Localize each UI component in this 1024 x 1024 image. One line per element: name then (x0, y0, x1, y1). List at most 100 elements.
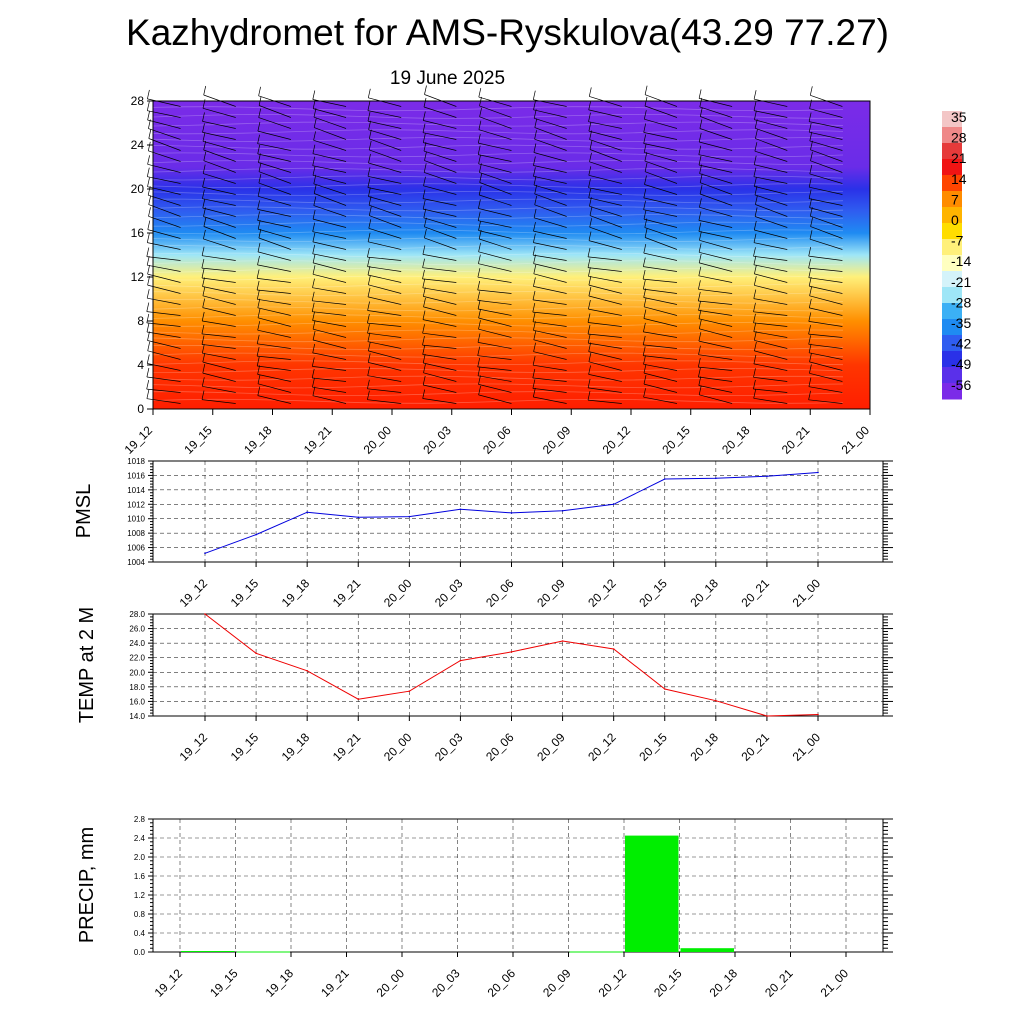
isotherm-line (152, 314, 844, 320)
isotherm-line (152, 129, 844, 135)
wind-barb (312, 311, 347, 316)
data-point (612, 503, 615, 506)
wind-barb-feather (147, 89, 150, 99)
wind-barb-feather (808, 377, 812, 387)
data-point (459, 659, 462, 662)
wind-barb (532, 388, 567, 393)
colorbar-segment (942, 159, 962, 176)
y-tick-label: 28 (131, 94, 145, 108)
wind-barb (698, 366, 733, 371)
y-tick-label: 1006 (127, 544, 145, 553)
wind-barb-feather (808, 268, 812, 278)
wind-barb (644, 184, 678, 195)
wind-barb-feather (312, 222, 316, 232)
y-tick-label: 1010 (127, 515, 145, 524)
wind-barb-feather (202, 286, 206, 296)
wind-barb (424, 237, 457, 250)
wind-barb (479, 116, 512, 129)
wind-barb-feather (367, 88, 371, 98)
wind-barb-feather (753, 389, 757, 399)
wind-barb (753, 242, 788, 250)
wind-barb-feather (589, 130, 592, 140)
colorbar-label: -28 (951, 294, 971, 310)
wind-barb-feather (202, 177, 205, 188)
colorbar-segment (942, 319, 962, 336)
x-tick-label: 20_18 (687, 576, 721, 610)
x-tick-label: 20_03 (420, 423, 454, 457)
wind-barb-feather (368, 196, 372, 206)
wind-barb (588, 121, 622, 129)
wind-barb (754, 194, 788, 206)
wind-barb-feather (367, 257, 370, 267)
wind-barb (754, 284, 788, 294)
wind-barb (257, 307, 291, 316)
x-tick-label: 20_00 (374, 966, 408, 1000)
colorbar-label: -42 (951, 336, 971, 352)
isotherm-line (152, 152, 844, 158)
wind-barb-feather (422, 389, 426, 399)
wind-barb (202, 307, 236, 316)
wind-barb-feather (147, 186, 151, 196)
wind-barb-feather (588, 122, 592, 132)
wind-barb (809, 361, 843, 371)
wind-barb (809, 352, 843, 360)
wind-barb (422, 319, 457, 327)
wind-barb-feather (147, 265, 150, 275)
wind-barb-feather (201, 324, 205, 334)
wind-barb-feather (533, 143, 537, 153)
wind-barb (368, 162, 402, 173)
wind-barb-feather (422, 258, 425, 268)
wind-barb (368, 350, 402, 360)
wind-barb-feather (313, 118, 317, 128)
wind-barb-feather (643, 244, 647, 254)
wind-barb (754, 186, 788, 195)
x-tick-label: 19_18 (279, 576, 313, 610)
isotherm-line (152, 368, 844, 373)
wind-barb-feather (257, 308, 261, 318)
wind-barb (478, 263, 512, 272)
wind-barb-feather (422, 375, 426, 386)
wind-barb (809, 140, 843, 151)
wind-barb (202, 361, 236, 371)
wind-barb (369, 138, 402, 151)
wind-barb (754, 350, 788, 360)
wind-barb (367, 399, 402, 404)
wind-barb-feather (588, 300, 591, 310)
wind-barb (368, 241, 402, 250)
wind-barb-feather (478, 88, 482, 98)
wind-barb (422, 354, 457, 360)
wind-barb (257, 355, 291, 360)
wind-barb (257, 143, 291, 151)
wind-barb (368, 97, 402, 107)
wind-barb-feather (643, 322, 646, 332)
wind-barb (148, 204, 181, 217)
y-tick-label: 1004 (127, 558, 145, 567)
wind-barb-feather (478, 185, 482, 196)
wind-barb (202, 132, 236, 140)
wind-barb (423, 217, 457, 228)
wind-barb-feather (312, 166, 316, 176)
x-tick-label: 19_18 (279, 730, 313, 764)
wind-barb-feather (312, 265, 316, 275)
wind-barb-feather (256, 280, 260, 291)
wind-barb-feather (422, 278, 426, 288)
wind-barb (313, 262, 347, 272)
wind-barb-feather (257, 374, 261, 384)
wind-barb-feather (698, 280, 701, 290)
wind-barb (367, 341, 402, 349)
wind-barb-feather (533, 208, 537, 218)
wind-barb (644, 306, 678, 316)
wind-barb-feather (753, 313, 756, 323)
wind-barb (422, 344, 457, 349)
wind-barb-feather (809, 164, 813, 174)
y-tick-label: 22.0 (129, 654, 145, 663)
y-tick-label: 28.0 (129, 610, 145, 619)
data-point (664, 478, 666, 480)
wind-barb (699, 173, 733, 184)
wind-barb (258, 182, 292, 195)
wind-barb (587, 399, 622, 404)
wind-barb (202, 255, 236, 261)
y-tick-label: 16.0 (129, 697, 145, 706)
wind-barb (809, 295, 843, 305)
wind-barb (808, 399, 843, 404)
